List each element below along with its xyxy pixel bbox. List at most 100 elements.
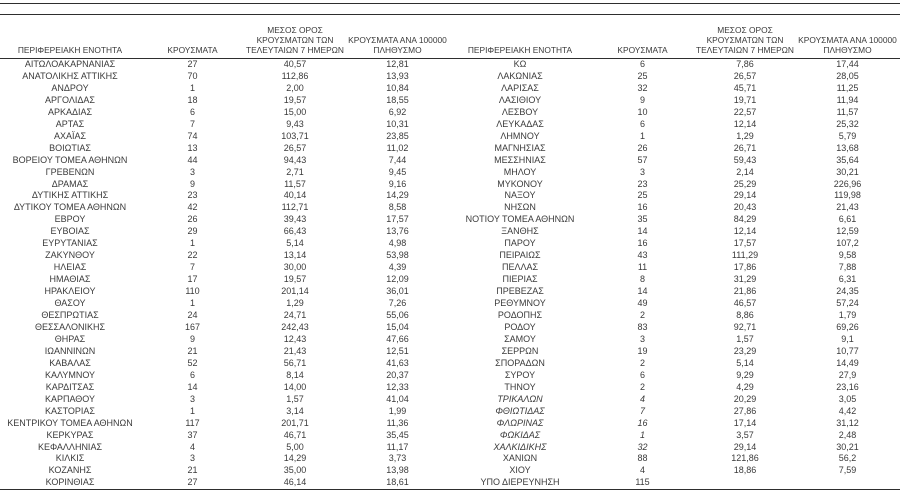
- region-cell: ΒΟΙΩΤΙΑΣ: [49, 142, 91, 153]
- cases-cell: 6: [189, 369, 195, 380]
- per100k-cell: 1,79: [838, 310, 857, 321]
- avg7-cell: 23,29: [733, 345, 757, 356]
- region-cell: ΗΛΕΙΑΣ: [53, 262, 87, 273]
- region-cell: ΗΜΑΘΙΑΣ: [49, 274, 91, 285]
- cases-cell: 16: [637, 202, 648, 213]
- cases-cell: 9: [189, 333, 195, 344]
- per100k-cell: 24,35: [836, 286, 859, 297]
- per100k-cell: 4,98: [388, 238, 407, 249]
- avg7-cell: [695, 477, 795, 491]
- avg7-cell: 17,57: [733, 238, 757, 249]
- avg7-cell: 46,57: [733, 298, 757, 309]
- region-cell: ΗΡΑΚΛΕΙΟΥ: [44, 286, 96, 297]
- per100k-cell: 69,26: [836, 321, 859, 332]
- region-cell: ΘΗΡΑΣ: [54, 333, 86, 344]
- avg7-cell: 27,86: [733, 405, 757, 416]
- per100k-cell: 41,04: [386, 393, 409, 404]
- per100k-cell: 14,29: [386, 190, 409, 201]
- table-row: ΗΡΑΚΛΕΙΟΥ 110 201,14 36,01: [0, 286, 450, 298]
- cases-cell: 10: [637, 106, 648, 117]
- table-row: ΕΥΒΟΙΑΣ 29 66,43 13,76: [0, 226, 450, 238]
- table-row: ΠΕΛΛΑΣ 11 17,86 7,88: [450, 262, 900, 274]
- table-row: ΘΕΣΠΡΩΤΙΑΣ 24 24,71 55,06: [0, 310, 450, 322]
- table-row: ΕΒΡΟΥ 26 39,43 17,57: [0, 214, 450, 226]
- cases-cell: 1: [189, 238, 195, 249]
- per100k-cell: 10,31: [386, 118, 409, 129]
- avg7-cell: 5,14: [286, 238, 304, 249]
- cases-cell: 7: [189, 118, 195, 129]
- table-row: ΔΥΤΙΚΟΥ ΤΟΜΕΑ ΑΘΗΝΩΝ 42 112,71 8,58: [0, 202, 450, 214]
- table-row: ΠΑΡΟΥ 16 17,57 107,2: [450, 238, 900, 250]
- per100k-cell: 11,57: [836, 106, 859, 117]
- cases-cell: 14: [187, 381, 198, 392]
- cases-cell: 74: [187, 130, 198, 141]
- avg7-cell: 84,29: [733, 214, 757, 225]
- region-cell: ΚΕΦΑΛΛΗΝΙΑΣ: [37, 441, 103, 452]
- table-row: ΝΗΣΩΝ 16 20,43 21,43: [450, 202, 900, 214]
- region-cell: ΒΟΡΕΙΟΥ ΤΟΜΕΑ ΑΘΗΝΩΝ: [12, 154, 128, 165]
- avg7-cell: 103,71: [281, 130, 309, 141]
- avg7-cell: 14,29: [283, 453, 307, 464]
- region-cell: ΦΛΩΡΙΝΑΣ: [496, 417, 544, 428]
- cases-cell: 3: [639, 166, 645, 177]
- avg7-cell: 56,71: [283, 357, 307, 368]
- avg7-cell: 66,43: [283, 226, 307, 237]
- region-cell: ΚΕΡΚΥΡΑΣ: [46, 429, 94, 440]
- per100k-cell: 17,44: [836, 59, 859, 69]
- table-row: ΣΥΡΟΥ 6 9,29 27,9: [450, 370, 900, 382]
- avg7-cell: 20,43: [733, 202, 757, 213]
- per100k-cell: 1,99: [388, 405, 407, 416]
- cases-cell: 4: [639, 393, 645, 404]
- avg7-cell: 19,71: [733, 94, 757, 105]
- table-row: ΗΛΕΙΑΣ 7 30,00 4,39: [0, 262, 450, 274]
- cases-cell: 23: [187, 190, 198, 201]
- column-header-per100k: ΚΡΟΥΣΜΑΤΑ ΑΝΑ 100000 ΠΛΗΘΥΣΜΟ: [345, 15, 450, 59]
- avg7-cell: 39,43: [283, 214, 307, 225]
- table-row: ΛΑΣΙΘΙΟΥ 9 19,71 11,94: [450, 95, 900, 107]
- cases-cell: 8: [639, 274, 645, 285]
- table-row: ΚΟΖΑΝΗΣ 21 35,00 13,98: [0, 465, 450, 477]
- cases-cell: 37: [187, 429, 198, 440]
- per100k-cell: 11,94: [836, 94, 859, 105]
- region-cell: ΧΑΛΚΙΔΙΚΗΣ: [493, 441, 547, 452]
- cases-cell: 4: [189, 441, 195, 452]
- column-header-region: ΠΕΡΙΦΕΡΕΙΑΚΗ ΕΝΟΤΗΤΑ: [450, 15, 590, 59]
- cases-cell: 1: [189, 405, 195, 416]
- per100k-cell: 3,73: [388, 453, 407, 464]
- region-cell: ΛΑΣΙΘΙΟΥ: [498, 94, 542, 105]
- region-cell: ΔΥΤΙΚΟΥ ΤΟΜΕΑ ΑΘΗΝΩΝ: [13, 202, 127, 213]
- per100k-cell: 7,88: [838, 262, 857, 273]
- table-row: ΚΙΛΚΙΣ 3 14,29 3,73: [0, 453, 450, 465]
- cases-cell: 2: [639, 357, 645, 368]
- avg7-cell: 112,71: [281, 202, 309, 213]
- cases-cell: 27: [187, 59, 198, 69]
- table-row: ΣΠΟΡΑΔΩΝ 2 5,14 14,49: [450, 358, 900, 370]
- avg7-cell: 5,14: [736, 357, 754, 368]
- table-body-right: ΚΩ 6 7,86 17,44 ΛΑΚΩΝΙΑΣ 25 26,57 28,05 ΛΑΡΙΣΑΣ 3…: [450, 59, 900, 491]
- table-row: ΤΡΙΚΑΛΩΝ 4 20,29 3,05: [450, 394, 900, 406]
- cases-cell: 110: [185, 286, 200, 297]
- table-row: ΞΑΝΘΗΣ 14 12,14 12,59: [450, 226, 900, 238]
- avg7-cell: 111,29: [731, 250, 759, 261]
- per100k-cell: 13,76: [386, 226, 409, 237]
- per100k-cell: 226,96: [833, 178, 862, 189]
- cases-cell: 6: [639, 59, 645, 69]
- cases-cell: 11: [637, 262, 648, 273]
- region-cell: ΘΕΣΠΡΩΤΙΑΣ: [41, 310, 99, 321]
- table-row: ΛΕΣΒΟΥ 10 22,57 11,57: [450, 107, 900, 119]
- per100k-cell: 10,77: [836, 345, 859, 356]
- cases-cell: 1: [639, 130, 645, 141]
- cases-cell: 22: [187, 250, 198, 261]
- per100k-cell: 9,58: [838, 250, 857, 261]
- per100k-cell: 41,63: [386, 357, 409, 368]
- table-row: ΜΥΚΟΝΟΥ 23 25,29 226,96: [450, 179, 900, 191]
- per100k-cell: 7,59: [838, 465, 857, 476]
- per100k-cell: 6,31: [838, 274, 857, 285]
- per100k-cell: 35,64: [836, 154, 859, 165]
- cases-cell: 35: [637, 214, 648, 225]
- region-cell: ΠΕΛΛΑΣ: [501, 262, 539, 273]
- avg7-cell: 1,29: [286, 298, 304, 309]
- avg7-cell: 24,71: [283, 310, 307, 321]
- avg7-cell: 31,29: [733, 274, 757, 285]
- per100k-cell: 27,9: [838, 369, 857, 380]
